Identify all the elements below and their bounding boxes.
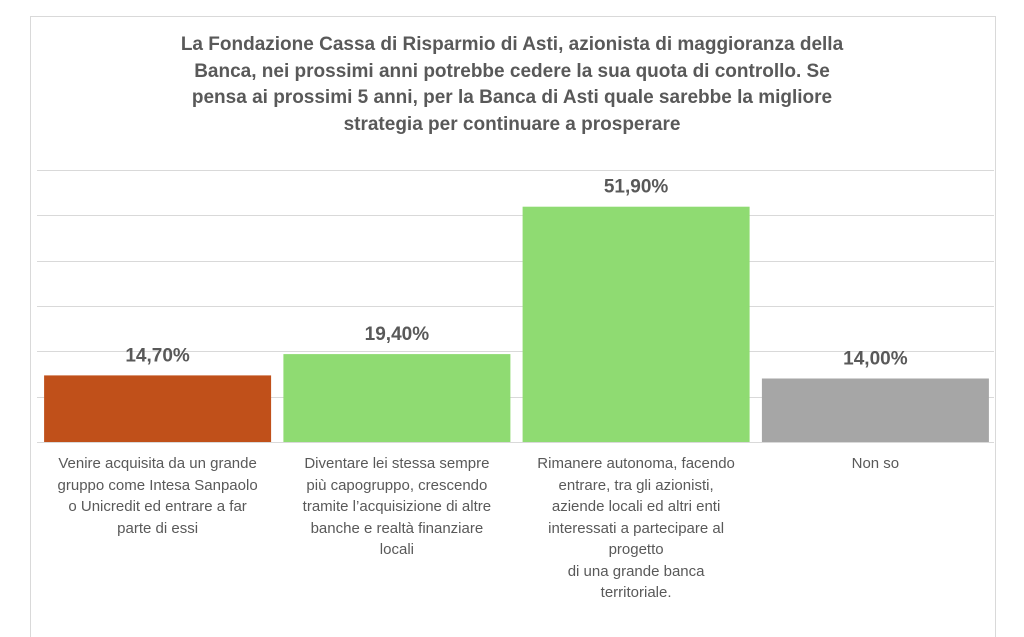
- data-label: 14,70%: [125, 345, 190, 366]
- chart-title-line: Banca, nei prossimi anni potrebbe cedere…: [194, 60, 830, 82]
- chart-title-line: strategia per continuare a prosperare: [343, 113, 681, 135]
- category-label-line: entrare, tra gli azionisti,: [558, 476, 714, 494]
- bars: [44, 206, 989, 442]
- category-label-line: Rimanere autonoma, facendo: [537, 455, 735, 472]
- category-label-line: parte di essi: [117, 519, 199, 537]
- category-label-line: interessati a partecipare al: [548, 519, 725, 537]
- data-label: 19,40%: [365, 324, 430, 345]
- category-label-line: territoriale.: [600, 584, 672, 601]
- category-label-line: aziende locali ed altri enti: [551, 498, 721, 515]
- chart-title-line: pensa ai prossimi 5 anni, per la Banca d…: [191, 87, 833, 108]
- bar: [522, 206, 750, 442]
- category-label-line: progetto: [608, 541, 664, 558]
- chart-title-line: La Fondazione Cassa di Risparmio di Asti…: [180, 34, 844, 55]
- category-label-line: banche e realtà finanziare: [310, 519, 484, 537]
- value-labels: 14,70% 19,40% 51,90% 14,00%: [125, 177, 907, 370]
- category-label-line: Venire acquisita da un grande: [58, 455, 257, 472]
- category-label-line: o Unicredit ed entrare a far: [68, 498, 247, 515]
- category-label-line: Diventare lei stessa sempre: [304, 455, 490, 472]
- category-label-line: di una grande banca: [567, 562, 705, 580]
- category-label: Rimanere autonoma, facendo entrare, tra g…: [518, 453, 754, 604]
- category-label: Diventare lei stessa sempre più capogrupp…: [279, 453, 515, 561]
- bar: [761, 378, 989, 442]
- data-label: 14,00%: [843, 349, 908, 370]
- category-label-line: gruppo come Intesa Sanpaolo: [57, 476, 258, 494]
- bar-chart: 14,70% 19,40% 51,90% 14,00%: [37, 170, 994, 443]
- category-label-line: locali: [379, 541, 414, 558]
- bar: [283, 354, 511, 442]
- chart-title: La Fondazione Cassa di Risparmio di Asti…: [30, 32, 994, 138]
- category-label: Venire acquisita da un grande gruppo come…: [40, 453, 276, 539]
- category-label-line: tramite l’acquisizione di altre: [302, 498, 492, 515]
- chart-frame: [30, 16, 996, 637]
- bar: [44, 375, 272, 442]
- category-label-line: più capogruppo, crescendo: [306, 476, 488, 494]
- category-label: Non so: [757, 453, 993, 475]
- data-label: 51,90%: [604, 177, 669, 198]
- category-label-line: Non so: [851, 455, 900, 472]
